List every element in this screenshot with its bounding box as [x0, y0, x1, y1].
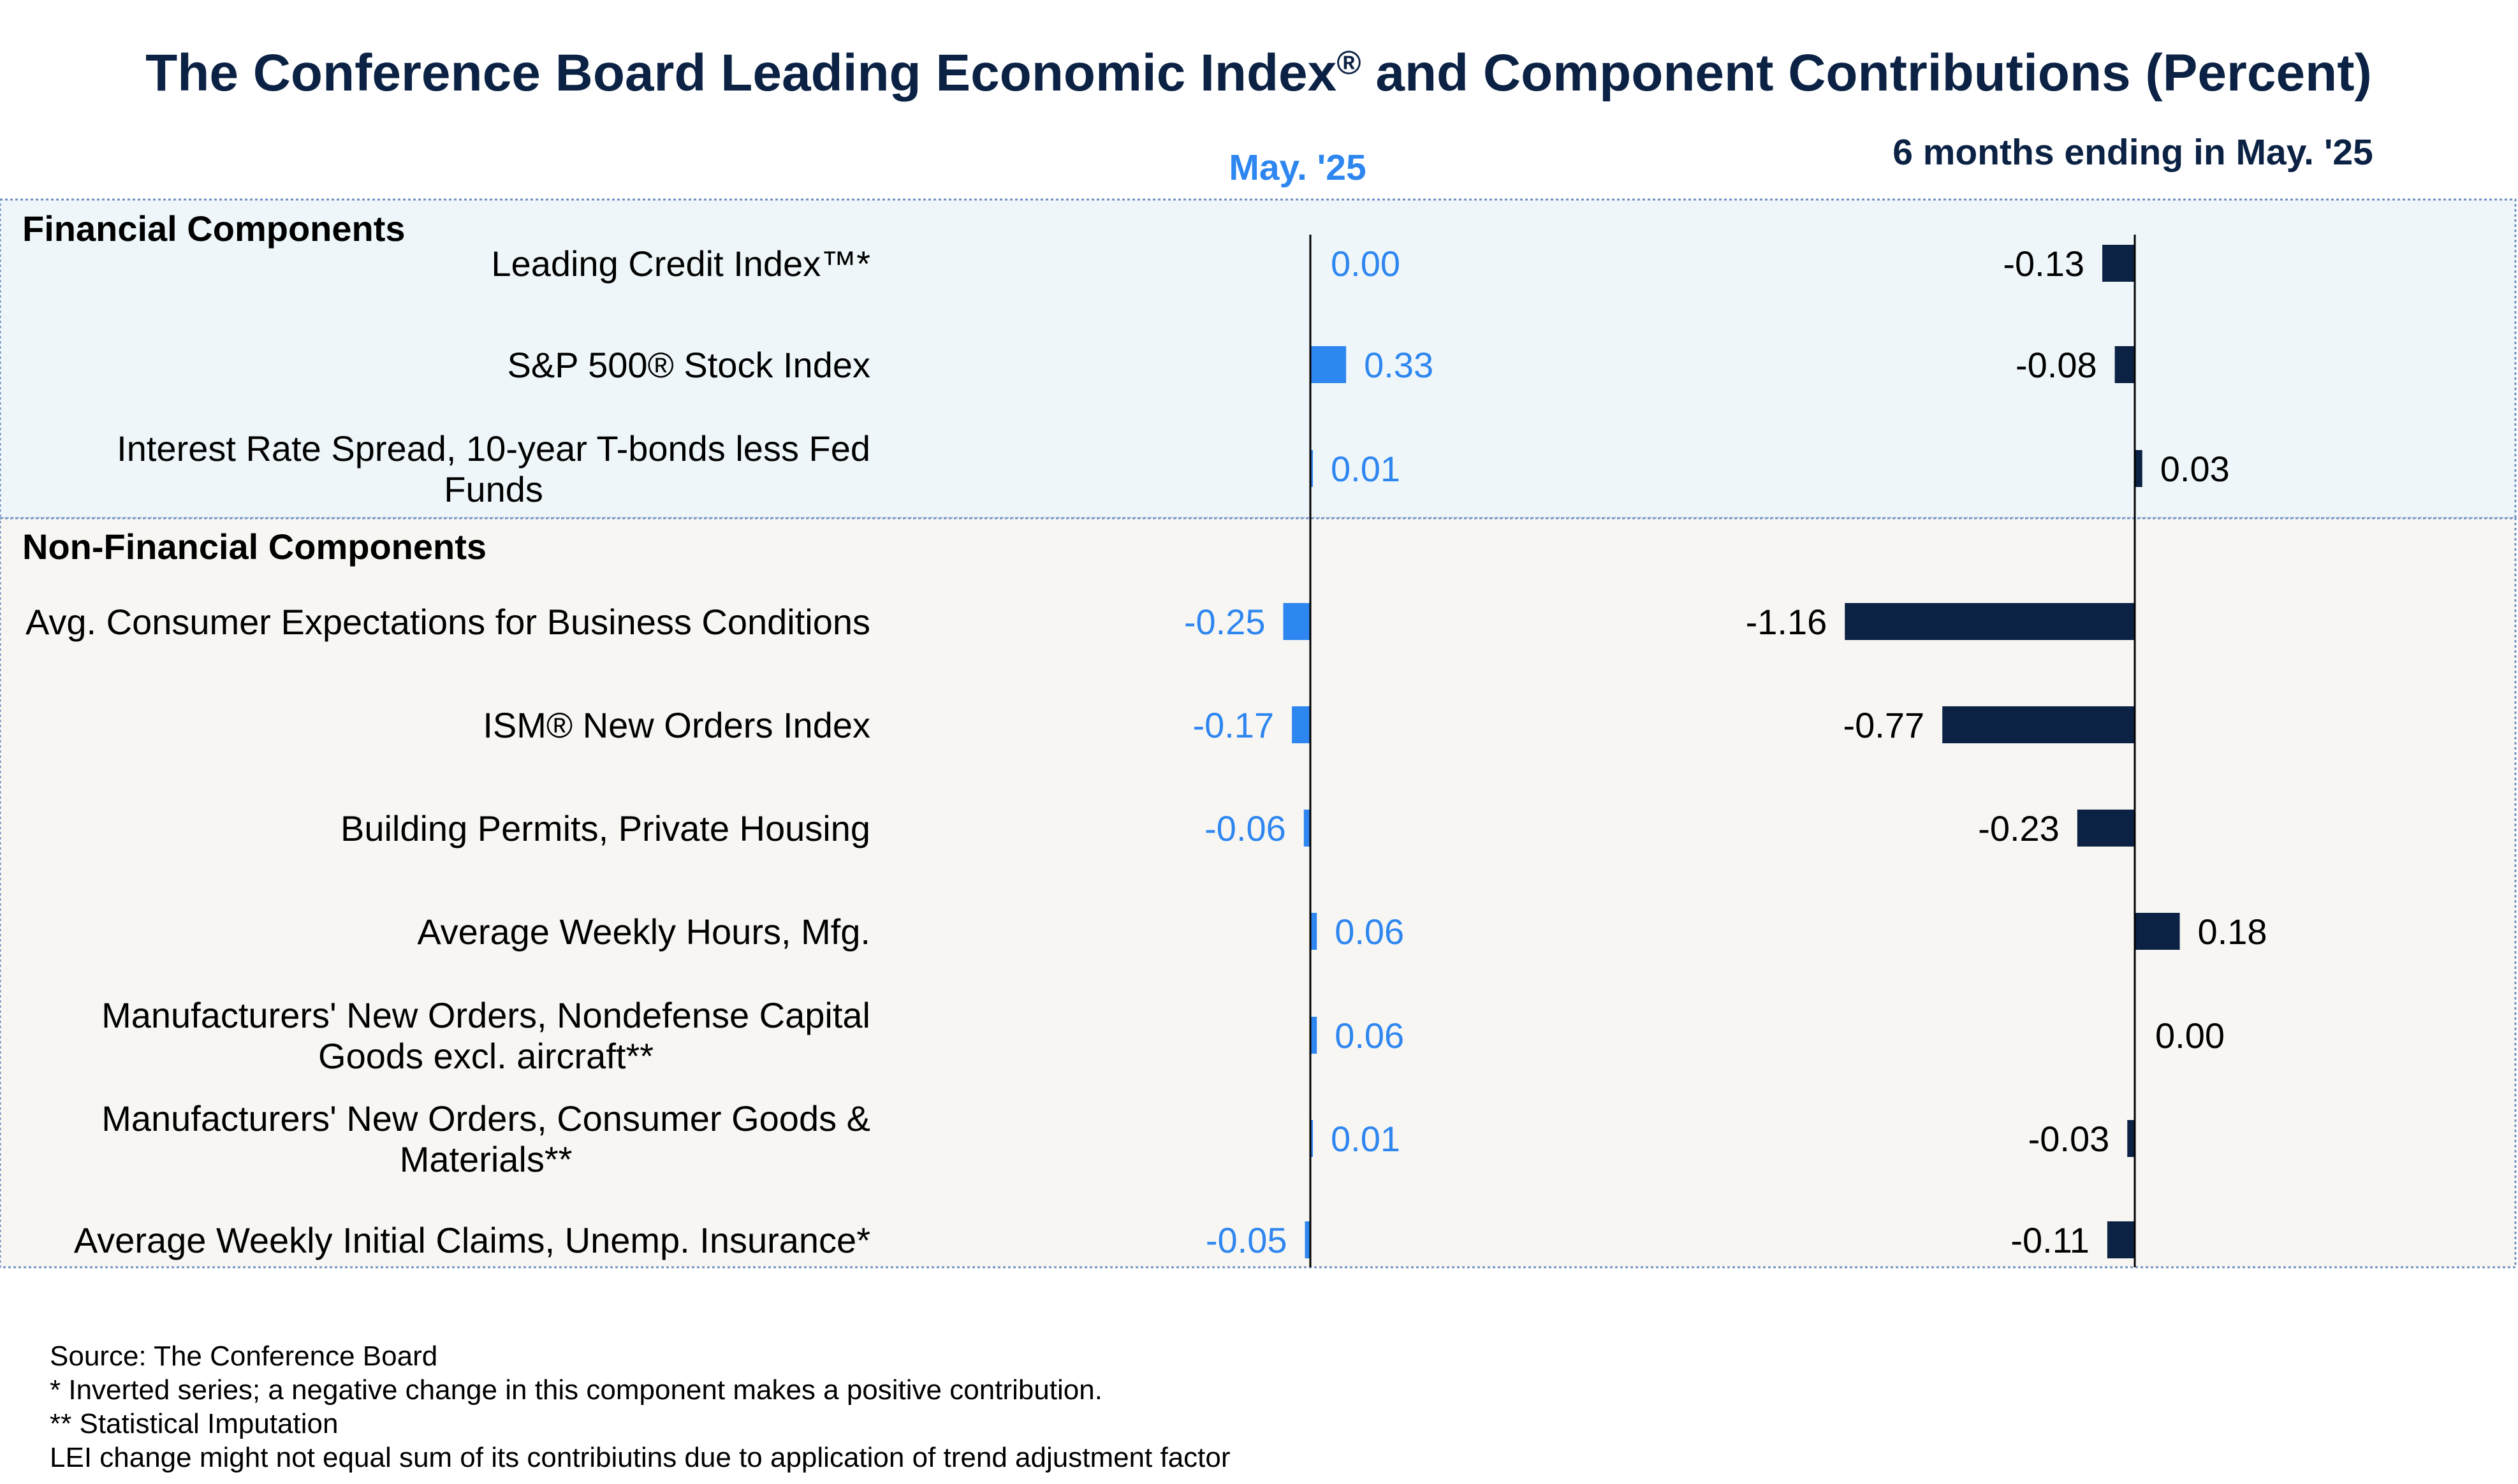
chart-value-labels: 0.00 -0.13 0.33 -0.08 0.01 0.03 -0.25 -1.16 -0.1… [1184, 244, 2267, 1260]
row-label-average-weekly-initial-claims-unemp-insu: Average Weekly Initial Claims, Unemp. In… [74, 1220, 870, 1260]
bar-may-25-manufacturers-new-orders-consumer-goods- [1310, 1120, 1313, 1157]
footnote-inverted: * Inverted series; a negative change in … [50, 1374, 1102, 1406]
financial-section-background [0, 198, 2517, 520]
registered-mark: ® [1336, 45, 1361, 82]
value-label-may-25-s-p-500-stock-index: 0.33 [1364, 345, 1433, 385]
value-label-6m-manufacturers-new-orders-nondefense-capi: 0.00 [2155, 1015, 2225, 1056]
row-label-manufacturers-new-orders-consumer-goods--line-2: Materials** [400, 1139, 573, 1179]
chart-title: The Conference Board Leading Economic In… [145, 44, 2372, 102]
bar-6m-s-p-500-stock-index [2114, 346, 2135, 383]
chart-rows: Leading Credit Index™* S&P 500® Stock Ind… [26, 244, 870, 1260]
row-label-building-permits-private-housing: Building Permits, Private Housing [340, 808, 870, 848]
chart-bars [1283, 245, 2180, 1258]
row-label-avg-consumer-expectations-for-business-c: Avg. Consumer Expectations for Business … [26, 602, 870, 642]
column-header-6-months: 6 months ending in May. '25 [1892, 132, 2373, 173]
bar-6m-manufacturers-new-orders-consumer-goods- [2127, 1120, 2135, 1157]
bar-may-25-average-weekly-initial-claims-unemp-insu [1305, 1221, 1310, 1258]
row-label-s-p-500-stock-index: S&P 500® Stock Index [508, 345, 870, 385]
row-label-leading-credit-index: Leading Credit Index™* [491, 244, 870, 284]
row-label-manufacturers-new-orders-consumer-goods--line-1: Manufacturers' New Orders, Consumer Good… [101, 1098, 870, 1138]
row-label-manufacturers-new-orders-nondefense-capi-line-2: Goods excl. aircraft** [318, 1036, 654, 1076]
bar-may-25-avg-consumer-expectations-for-business-c [1283, 603, 1310, 640]
value-label-6m-interest-rate-spread-10-year-t-bonds-les: 0.03 [2160, 449, 2230, 489]
bar-6m-avg-consumer-expectations-for-business-c [1845, 603, 2135, 640]
bar-6m-ism-new-orders-index [1942, 706, 2135, 743]
row-label-interest-rate-spread-10-year-t-bonds-les-line-1: Interest Rate Spread, 10-year T-bonds le… [117, 428, 870, 469]
column-header-may-25: May. '25 [1229, 147, 1366, 188]
bar-may-25-s-p-500-stock-index [1310, 346, 1347, 383]
value-label-6m-average-weekly-hours-mfg: 0.18 [2198, 912, 2267, 952]
value-label-may-25-interest-rate-spread-10-year-t-bonds-les: 0.01 [1331, 449, 1400, 489]
footnotes: Source: The Conference Board * Inverted … [50, 1341, 1231, 1473]
bar-6m-average-weekly-hours-mfg [2135, 913, 2180, 950]
row-label-manufacturers-new-orders-nondefense-capi-line-1: Manufacturers' New Orders, Nondefense Ca… [101, 995, 870, 1035]
value-label-may-25-avg-consumer-expectations-for-business-c: -0.25 [1184, 602, 1266, 642]
value-label-may-25-building-permits-private-housing: -0.06 [1204, 808, 1286, 848]
row-label-ism-new-orders-index: ISM® New Orders Index [483, 705, 870, 745]
value-label-may-25-average-weekly-hours-mfg: 0.06 [1335, 912, 1404, 952]
bar-6m-average-weekly-initial-claims-unemp-insu [2107, 1221, 2135, 1258]
section-title-non-financial: Non-Financial Components [22, 527, 487, 567]
value-label-may-25-ism-new-orders-index: -0.17 [1192, 705, 1274, 745]
bar-may-25-average-weekly-hours-mfg [1310, 913, 1317, 950]
non-financial-section-background [0, 517, 2517, 1269]
row-label-interest-rate-spread-10-year-t-bonds-les-line-2: Funds [444, 469, 543, 509]
section-title-financial: Financial Components [22, 208, 406, 249]
bar-may-25-ism-new-orders-index [1292, 706, 1310, 743]
bar-may-25-interest-rate-spread-10-year-t-bonds-les [1310, 450, 1313, 487]
footnote-source: Source: The Conference Board [50, 1341, 437, 1372]
bar-may-25-building-permits-private-housing [1303, 810, 1310, 847]
value-label-may-25-manufacturers-new-orders-consumer-goods-: 0.01 [1331, 1119, 1400, 1159]
value-label-6m-avg-consumer-expectations-for-business-c: -1.16 [1746, 602, 1827, 642]
value-label-6m-leading-credit-index: -0.13 [2003, 244, 2084, 284]
value-label-6m-s-p-500-stock-index: -0.08 [2016, 345, 2097, 385]
value-label-6m-manufacturers-new-orders-consumer-goods-: -0.03 [2028, 1119, 2110, 1159]
footnote-trend-adjustment: LEI change might not equal sum of its co… [50, 1442, 1231, 1473]
value-label-may-25-manufacturers-new-orders-nondefense-capi: 0.06 [1335, 1015, 1404, 1056]
bar-6m-leading-credit-index [2102, 245, 2135, 282]
value-label-may-25-average-weekly-initial-claims-unemp-insu: -0.05 [1206, 1220, 1287, 1260]
row-label-average-weekly-hours-mfg: Average Weekly Hours, Mfg. [417, 912, 870, 952]
bar-may-25-manufacturers-new-orders-nondefense-capi [1310, 1017, 1317, 1054]
footnote-imputation: ** Statistical Imputation [50, 1408, 338, 1439]
value-label-6m-building-permits-private-housing: -0.23 [1978, 808, 2060, 848]
value-label-6m-ism-new-orders-index: -0.77 [1843, 705, 1925, 745]
bar-6m-building-permits-private-housing [2077, 810, 2135, 847]
bar-6m-interest-rate-spread-10-year-t-bonds-les [2135, 450, 2142, 487]
value-label-may-25-leading-credit-index: 0.00 [1331, 244, 1400, 284]
value-label-6m-average-weekly-initial-claims-unemp-insu: -0.11 [2010, 1220, 2089, 1260]
